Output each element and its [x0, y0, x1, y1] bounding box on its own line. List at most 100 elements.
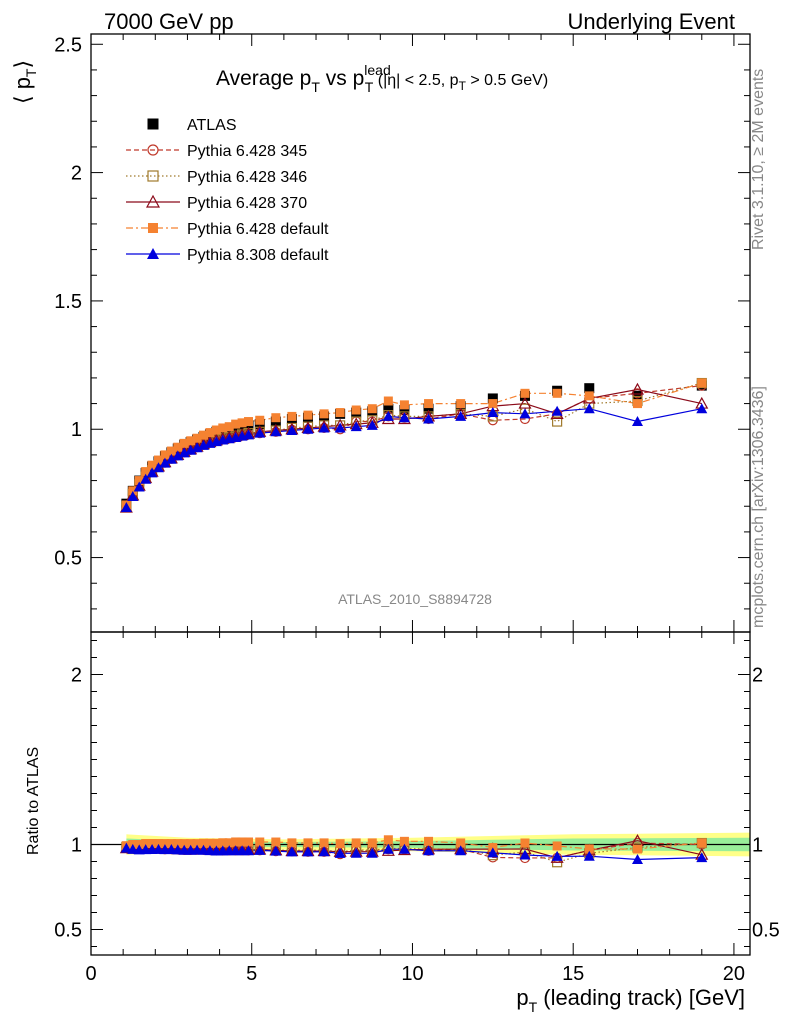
marker-filled-square: [186, 839, 196, 849]
y-tick-label-main: 0.5: [54, 548, 82, 570]
marker-filled-square: [424, 399, 434, 409]
marker-filled-square: [287, 838, 297, 848]
marker-filled-square: [237, 837, 247, 847]
legend-label: Pythia 8.308 default: [187, 247, 329, 264]
marker-filled-square: [179, 438, 189, 448]
marker-filled-triangle: [133, 481, 145, 492]
marker-filled-square: [399, 400, 409, 410]
y-tick-label-ratio-right: 1: [752, 835, 763, 857]
marker-filled-triangle: [631, 416, 643, 427]
marker-filled-triangle: [398, 412, 410, 423]
marker-filled-square: [351, 405, 361, 415]
marker-filled-triangle: [165, 453, 177, 464]
marker-filled-square: [173, 839, 183, 849]
y-tick-label-main: 1.5: [54, 291, 82, 313]
marker-filled-square: [148, 223, 158, 233]
y-tick-label-main: 2: [71, 163, 82, 185]
marker-filled-square: [367, 404, 377, 414]
marker-filled-triangle: [243, 845, 255, 856]
marker-filled-square: [218, 838, 228, 848]
marker-filled-square: [218, 423, 228, 433]
marker-filled-square: [632, 399, 642, 409]
y-axis-label-bottom: Ratio to ATLAS: [25, 747, 42, 855]
marker-filled-square: [488, 399, 498, 409]
marker-filled-triangle: [270, 845, 282, 856]
marker-filled-triangle: [178, 447, 190, 458]
marker-filled-square: [186, 436, 196, 446]
marker-filled-triangle: [551, 405, 563, 416]
marker-filled-triangle: [487, 407, 499, 418]
marker-filled-square: [237, 418, 247, 428]
y-tick-label-main: 1: [71, 419, 82, 441]
marker-filled-square: [456, 399, 466, 409]
marker-filled-square: [231, 837, 241, 847]
marker-filled-square: [224, 422, 234, 432]
legend-label: Pythia 6.428 default: [187, 221, 329, 238]
marker-filled-square: [697, 838, 707, 848]
marker-filled-triangle: [398, 843, 410, 854]
marker-filled-triangle: [696, 852, 708, 863]
axes: 0 5 10 15 20 0.5 1 1.5 2 2.5 0.5 0.5 1 1 2 2: [54, 33, 780, 985]
header-left: 7000 GeV pp: [104, 9, 234, 34]
marker-filled-square: [147, 839, 157, 849]
marker-filled-triangle: [334, 847, 346, 858]
marker-filled-square: [205, 838, 215, 848]
marker-filled-square: [173, 442, 183, 452]
marker-filled-triangle: [519, 849, 531, 860]
marker-filled-triangle: [146, 467, 158, 478]
marker-filled-triangle: [140, 473, 152, 484]
marker-filled-square: [141, 467, 151, 477]
marker-filled-square: [335, 408, 345, 418]
marker-filled-square: [552, 841, 562, 851]
marker-filled-triangle: [487, 847, 499, 858]
marker-filled-square: [319, 409, 329, 419]
marker-filled-triangle: [153, 462, 165, 473]
marker-filled-square: [255, 415, 265, 425]
marker-filled-square: [335, 839, 345, 849]
marker-filled-square: [147, 460, 157, 470]
marker-filled-triangle: [302, 846, 314, 857]
marker-filled-square: [456, 838, 466, 848]
marker-filled-triangle: [270, 426, 282, 437]
marker-filled-square: [134, 476, 144, 486]
marker-filled-square: [303, 410, 313, 420]
y-tick-label-ratio-right: 2: [752, 665, 763, 687]
x-tick-label: 0: [85, 963, 96, 985]
legend-label: Pythia 6.428 346: [187, 169, 307, 186]
marker-filled-triangle: [366, 419, 378, 430]
marker-filled-triangle: [455, 410, 467, 421]
marker-filled-square: [351, 838, 361, 848]
marker-filled-square: [520, 388, 530, 398]
marker-filled-triangle: [696, 403, 708, 414]
y-tick-label-main: 2.5: [54, 34, 82, 56]
marker-filled-triangle: [286, 846, 298, 857]
marker-filled-square: [584, 391, 594, 401]
marker-filled-square: [423, 403, 434, 414]
marker-filled-triangle: [185, 444, 197, 455]
marker-filled-triangle: [583, 403, 595, 414]
marker-filled-square: [399, 404, 410, 415]
marker-filled-triangle: [382, 410, 394, 421]
marker-filled-triangle: [147, 248, 159, 259]
x-axis-label: pT (leading track) [GeV]: [516, 985, 745, 1015]
legend: ATLAS Pythia 6.428 345 Pythia 6.428 346 Pyt…: [126, 117, 329, 264]
legend-label: Pythia 6.428 345: [187, 143, 307, 160]
marker-filled-square: [211, 425, 221, 435]
marker-filled-triangle: [159, 457, 171, 468]
marker-filled-square: [632, 844, 642, 854]
marker-filled-triangle: [350, 847, 362, 858]
marker-filled-triangle: [366, 847, 378, 858]
marker-filled-square: [154, 455, 164, 465]
x-tick-label: 10: [401, 963, 423, 985]
marker-filled-square: [199, 838, 209, 848]
marker-filled-square: [383, 403, 394, 414]
mcplots-label: mcplots.cern.ch [arXiv:1306.3436]: [750, 386, 767, 628]
marker-filled-triangle: [286, 425, 298, 436]
marker-filled-square: [192, 839, 202, 849]
y-tick-label-ratio: 0.5: [54, 920, 82, 942]
marker-filled-square: [487, 393, 498, 404]
marker-filled-triangle: [254, 427, 266, 438]
marker-filled-square: [224, 838, 234, 848]
x-tick-label: 15: [562, 963, 584, 985]
